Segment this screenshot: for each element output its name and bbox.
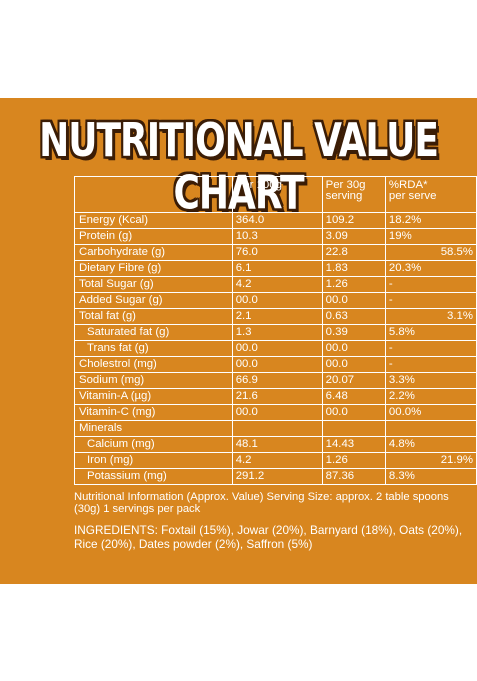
table-row: Calcium (mg) 48.1 14.43 4.8% <box>74 436 477 453</box>
per-100g-value: 00.0 <box>231 356 323 373</box>
per-100g-value: 2.1 <box>231 308 323 325</box>
header-nutrient <box>74 176 233 213</box>
per-30g-value: 87.36 <box>321 468 386 485</box>
rda-value: - <box>384 292 477 309</box>
rda-value: 5.8% <box>384 324 477 341</box>
per-100g-value: 291.2 <box>231 468 323 485</box>
table-row: Sodium (mg) 66.9 20.07 3.3% <box>74 372 477 389</box>
per-100g-value <box>231 420 323 437</box>
per-100g-value: 4.2 <box>231 276 323 293</box>
per-100g-value: 21.6 <box>231 388 323 405</box>
per-30g-value: 00.0 <box>321 292 386 309</box>
rda-value: 19% <box>384 228 477 245</box>
table-row: Energy (Kcal) 364.0 109.2 18.2% <box>74 212 477 229</box>
per-100g-value: 1.3 <box>231 324 323 341</box>
rda-value: 21.9% <box>384 452 477 469</box>
table-row: Minerals <box>74 420 477 437</box>
table-row: Saturated fat (g) 1.3 0.39 5.8% <box>74 324 477 341</box>
header-per-100g: Per 100g <box>231 176 323 213</box>
rda-value: 20.3% <box>384 260 477 277</box>
per-30g-value: 1.83 <box>321 260 386 277</box>
nutrient-name: Energy (Kcal) <box>74 212 233 229</box>
table-row: Carbohydrate (g) 76.0 22.8 58.5% <box>74 244 477 261</box>
rda-value: 58.5% <box>384 244 477 261</box>
table-row: Trans fat (g) 00.0 00.0 - <box>74 340 477 357</box>
table-row: Potassium (mg) 291.2 87.36 8.3% <box>74 468 477 485</box>
rda-value: 2.2% <box>384 388 477 405</box>
per-30g-value: 1.26 <box>321 276 386 293</box>
per-100g-value: 4.2 <box>231 452 323 469</box>
nutrient-name: Iron (mg) <box>74 452 233 469</box>
per-30g-value: 20.07 <box>321 372 386 389</box>
nutrition-table: Per 100g Per 30g serving %RDA* per serve E… <box>74 176 477 485</box>
per-100g-value: 6.1 <box>231 260 323 277</box>
table-header-row: Per 100g Per 30g serving %RDA* per serve <box>74 176 477 213</box>
nutrient-name: Dietary Fibre (g) <box>74 260 233 277</box>
per-30g-value <box>321 420 386 437</box>
table-row: Total Sugar (g) 4.2 1.26 - <box>74 276 477 293</box>
nutrient-name: Cholestrol (mg) <box>74 356 233 373</box>
rda-value: 3.1% <box>384 308 477 325</box>
per-100g-value: 48.1 <box>231 436 323 453</box>
rda-value: - <box>384 340 477 357</box>
nutrient-name: Saturated fat (g) <box>74 324 233 341</box>
nutrient-name: Calcium (mg) <box>74 436 233 453</box>
per-30g-value: 0.39 <box>321 324 386 341</box>
nutrient-name: Vitamin-A (µg) <box>74 388 233 405</box>
rda-value: - <box>384 356 477 373</box>
rda-value: 00.0% <box>384 404 477 421</box>
per-100g-value: 00.0 <box>231 340 323 357</box>
rda-value <box>384 420 477 437</box>
per-30g-value: 6.48 <box>321 388 386 405</box>
nutrient-name: Carbohydrate (g) <box>74 244 233 261</box>
table-row: Iron (mg) 4.2 1.26 21.9% <box>74 452 477 469</box>
nutrient-name: Sodium (mg) <box>74 372 233 389</box>
per-30g-value: 00.0 <box>321 404 386 421</box>
table-row: Cholestrol (mg) 00.0 00.0 - <box>74 356 477 373</box>
per-100g-value: 00.0 <box>231 404 323 421</box>
table-row: Added Sugar (g) 00.0 00.0 - <box>74 292 477 309</box>
nutrient-name: Total Sugar (g) <box>74 276 233 293</box>
per-100g-value: 66.9 <box>231 372 323 389</box>
per-30g-value: 14.43 <box>321 436 386 453</box>
per-30g-value: 22.8 <box>321 244 386 261</box>
table-row: Total fat (g) 2.1 0.63 3.1% <box>74 308 477 325</box>
per-100g-value: 10.3 <box>231 228 323 245</box>
nutrient-name: Vitamin-C (mg) <box>74 404 233 421</box>
nutrient-name: Potassium (mg) <box>74 468 233 485</box>
rda-value: 18.2% <box>384 212 477 229</box>
nutrient-name: Added Sugar (g) <box>74 292 233 309</box>
nutrient-name: Minerals <box>74 420 233 437</box>
nutrient-name: Trans fat (g) <box>74 340 233 357</box>
table-row: Vitamin-A (µg) 21.6 6.48 2.2% <box>74 388 477 405</box>
rda-value: 3.3% <box>384 372 477 389</box>
table-row: Vitamin-C (mg) 00.0 00.0 00.0% <box>74 404 477 421</box>
nutrient-name: Protein (g) <box>74 228 233 245</box>
per-30g-value: 00.0 <box>321 356 386 373</box>
header-rda: %RDA* per serve <box>384 176 477 213</box>
per-30g-value: 0.63 <box>321 308 386 325</box>
rda-value: 4.8% <box>384 436 477 453</box>
per-30g-value: 109.2 <box>321 212 386 229</box>
per-100g-value: 364.0 <box>231 212 323 229</box>
per-30g-value: 1.26 <box>321 452 386 469</box>
per-30g-value: 3.09 <box>321 228 386 245</box>
rda-value: 8.3% <box>384 468 477 485</box>
per-30g-value: 00.0 <box>321 340 386 357</box>
serving-note: Nutritional Information (Approx. Value) … <box>74 491 449 515</box>
rda-value: - <box>384 276 477 293</box>
per-100g-value: 00.0 <box>231 292 323 309</box>
header-per-30g: Per 30g serving <box>321 176 386 213</box>
table-row: Dietary Fibre (g) 6.1 1.83 20.3% <box>74 260 477 277</box>
table-row: Protein (g) 10.3 3.09 19% <box>74 228 477 245</box>
ingredients-text: INGREDIENTS: Foxtail (15%), Jowar (20%),… <box>74 523 463 551</box>
per-100g-value: 76.0 <box>231 244 323 261</box>
nutrient-name: Total fat (g) <box>74 308 233 325</box>
